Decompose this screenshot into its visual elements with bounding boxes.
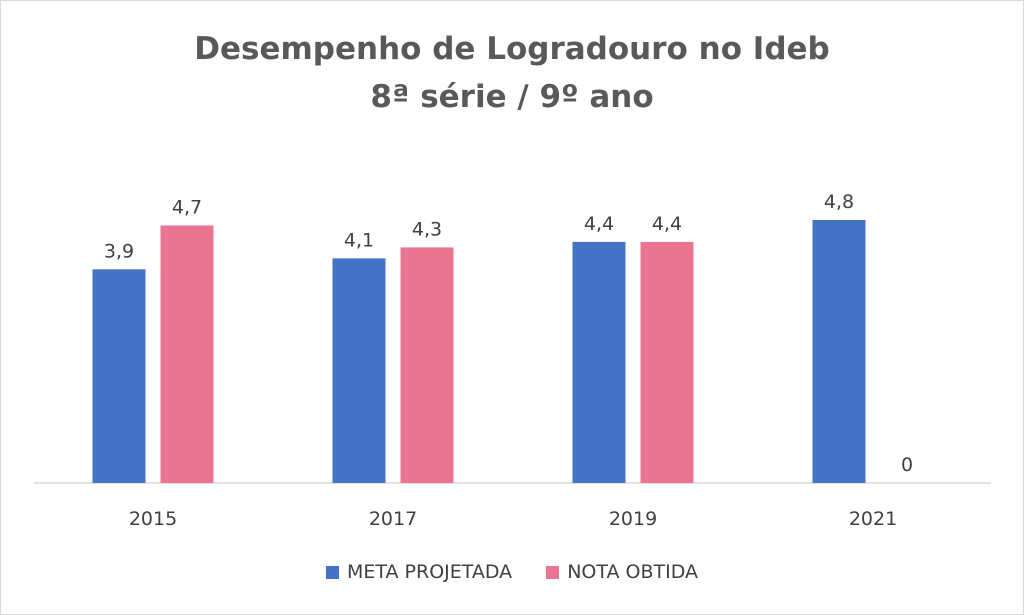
bar-nota-obtida-2015 — [160, 225, 214, 483]
data-label-meta-projetada-2019: 4,4 — [584, 213, 614, 235]
x-tick-label-2015: 2015 — [129, 508, 177, 530]
legend-item-nota-obtida: NOTA OBTIDA — [546, 561, 698, 583]
data-label-nota-obtida-2017: 4,3 — [412, 218, 442, 240]
bar-meta-projetada-2015 — [92, 269, 146, 483]
bar-nota-obtida-2017 — [400, 247, 454, 483]
data-label-meta-projetada-2017: 4,1 — [344, 229, 374, 251]
data-label-meta-projetada-2021: 4,8 — [824, 191, 854, 213]
legend-item-meta-projetada: META PROJETADA — [325, 561, 513, 583]
bar-meta-projetada-2019 — [572, 241, 626, 483]
legend-swatch-meta-projetada — [325, 565, 339, 579]
x-tick-label-2017: 2017 — [369, 508, 417, 530]
chart-subtitle: 8ª série / 9º ano — [370, 79, 654, 115]
bar-meta-projetada-2017 — [332, 258, 386, 483]
data-label-meta-projetada-2015: 3,9 — [104, 240, 134, 262]
bar-nota-obtida-2019 — [640, 241, 694, 483]
x-tick-label-2019: 2019 — [609, 508, 657, 530]
data-label-nota-obtida-2019: 4,4 — [652, 213, 682, 235]
bar-meta-projetada-2021 — [812, 220, 866, 483]
chart-title: Desempenho de Logradouro no Ideb — [194, 31, 830, 67]
legend: META PROJETADA NOTA OBTIDA — [1, 561, 1023, 583]
x-tick-label-2021: 2021 — [849, 508, 897, 530]
legend-label-meta-projetada: META PROJETADA — [346, 561, 513, 583]
data-label-nota-obtida-2015: 4,7 — [172, 196, 202, 218]
legend-swatch-nota-obtida — [546, 565, 560, 579]
legend-label-nota-obtida: NOTA OBTIDA — [567, 561, 699, 583]
data-label-nota-obtida-2021: 0 — [901, 454, 913, 476]
